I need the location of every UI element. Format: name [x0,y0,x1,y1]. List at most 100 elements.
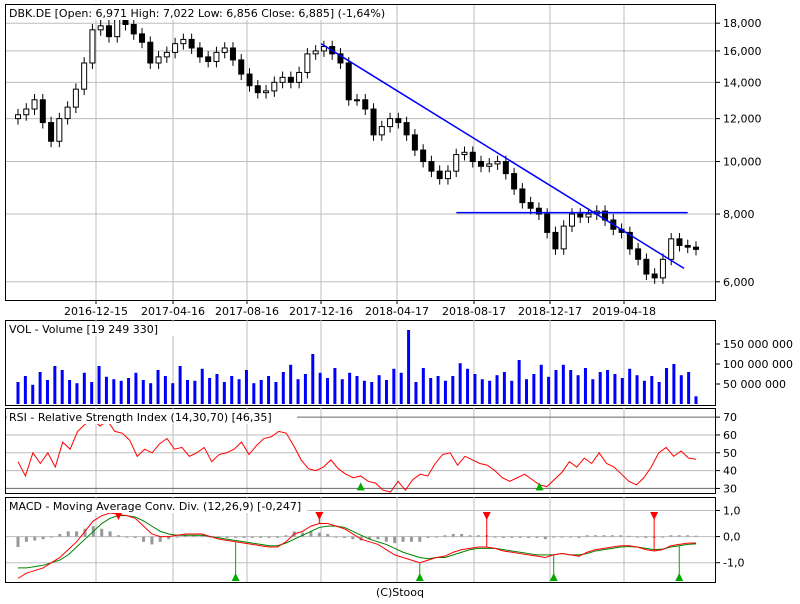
macd-histogram-bar [66,531,70,537]
volume-bar [613,374,617,404]
macd-histogram-bar [167,536,171,540]
candle-body [519,188,526,204]
volume-bar [561,364,565,404]
volume-bar [458,363,462,404]
volume-bar [694,396,698,404]
volume-bar [451,376,455,404]
macd-buy-marker [549,573,558,581]
candle-body [436,170,443,180]
macd-histogram-bar [644,536,648,538]
price-y-tick-label: 10,000 [723,156,762,169]
candle-body [403,122,410,136]
candle-body [362,99,369,110]
macd-histogram-bar [158,536,162,542]
volume-bar [635,375,639,404]
volume-bar [163,376,167,404]
macd-histogram-bar [435,536,439,538]
candle-body [81,62,88,90]
macd-histogram-bar [694,535,698,537]
x-tick-label: 2017-04-16 [141,305,205,318]
macd-histogram-bar [175,536,179,538]
volume-bar [554,370,558,404]
macd-histogram-bar [585,535,589,537]
macd-y-tick-label: 1,0 [723,504,741,517]
volume-bar [97,366,101,404]
volume-bar [296,379,300,404]
volume-bar [429,378,433,404]
macd-histogram-bar [250,536,254,538]
macd-histogram-bar [58,533,62,537]
candle-body [296,71,303,83]
macd-histogram-bar [409,536,413,542]
volume-bar [215,374,219,404]
macd-series [16,512,698,581]
x-tick-label: 2018-08-17 [442,305,506,318]
candle-body [411,134,418,151]
volume-bar [134,372,138,404]
volume-bar [156,370,160,404]
macd-histogram-bar [568,536,572,538]
volume-bar [392,368,396,404]
candle-body [23,108,30,116]
volume-bar [23,376,27,404]
macd-histogram-bar [217,536,221,538]
volume-bar [127,378,131,404]
candle-body [31,99,38,110]
candle-body [684,244,691,248]
candle-body [271,81,278,92]
price-panel [5,4,716,301]
candle-body [130,24,137,35]
candle-body [205,56,212,62]
rsi-buy-marker [356,482,365,491]
volume-bar [200,368,204,404]
volume-bar [672,364,676,404]
macd-title: MACD - Moving Average Conv. Div. (12,26,… [9,500,301,513]
macd-histogram-bar [476,535,480,537]
candle-body [635,248,642,260]
volume-bar [141,380,145,404]
rsi-y-tick-label: 60 [723,429,737,442]
volume-y-tick-label: 100 000 000 [723,358,793,371]
x-tick-label: 2018-04-17 [365,305,429,318]
macd-histogram-bar [192,535,196,537]
macd-histogram-bar [661,536,665,538]
candle-body [72,88,79,108]
candle-body [213,51,220,62]
price-y-tick-label: 14,000 [723,76,762,89]
macd-histogram-bar [518,536,522,538]
volume-bar [569,370,573,404]
candle-body [643,258,650,275]
x-tick-label: 2017-08-16 [215,305,279,318]
candle-body [651,273,658,279]
volume-bar [407,330,411,404]
macd-histogram-bar [125,536,129,538]
volume-bar [650,376,654,404]
volume-bar [598,372,602,404]
volume-bar [311,354,315,404]
candle-body [502,161,509,175]
candle-body [312,50,319,55]
volume-bar [281,372,285,404]
candle-body [370,108,377,136]
volume-bar [547,376,551,404]
macd-y-tick-label: -1,0 [723,557,744,570]
candle-body [469,151,476,163]
candle-body [139,33,146,43]
volume-bar [259,380,263,404]
volume-bar [679,375,683,404]
candle-body [196,47,203,58]
volume-bar [119,380,123,404]
macd-histogram-bar [669,535,673,537]
volume-bar [45,380,49,404]
macd-line [17,512,697,579]
price-series [15,13,699,284]
volume-bar [340,379,344,404]
candle-body [659,258,666,279]
macd-histogram-bar [493,536,497,538]
macd-histogram-bar [16,536,20,548]
candle-body [304,53,311,73]
macd-histogram-bar [543,536,547,540]
macd-histogram-bar [677,535,681,537]
macd-histogram-bar [234,536,238,538]
volume-bar [480,379,484,404]
